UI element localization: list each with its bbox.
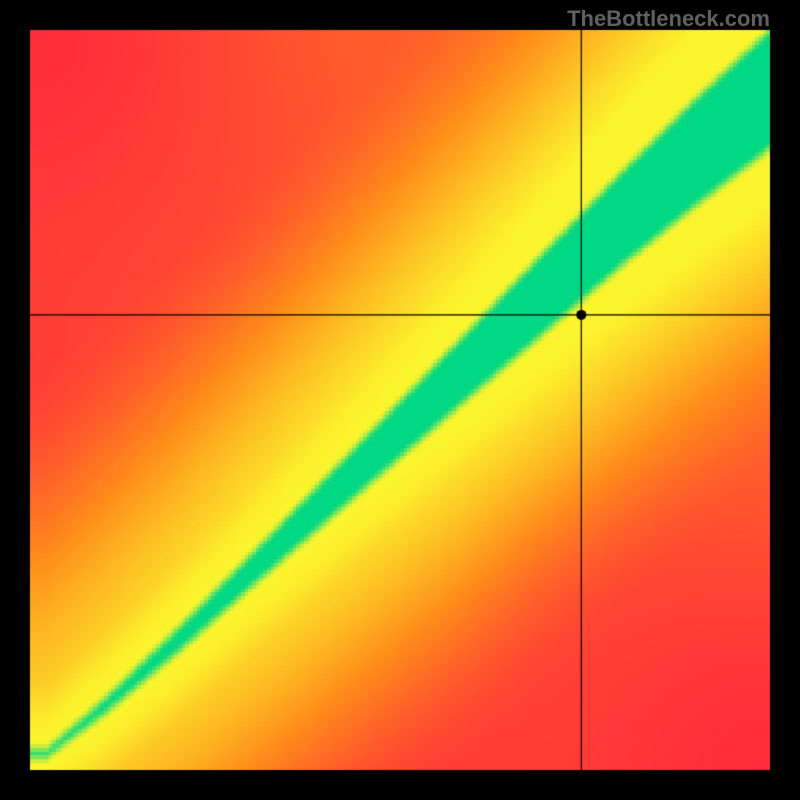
watermark-text: TheBottleneck.com xyxy=(567,6,770,32)
chart-container: TheBottleneck.com xyxy=(0,0,800,800)
bottleneck-heatmap xyxy=(0,0,800,800)
